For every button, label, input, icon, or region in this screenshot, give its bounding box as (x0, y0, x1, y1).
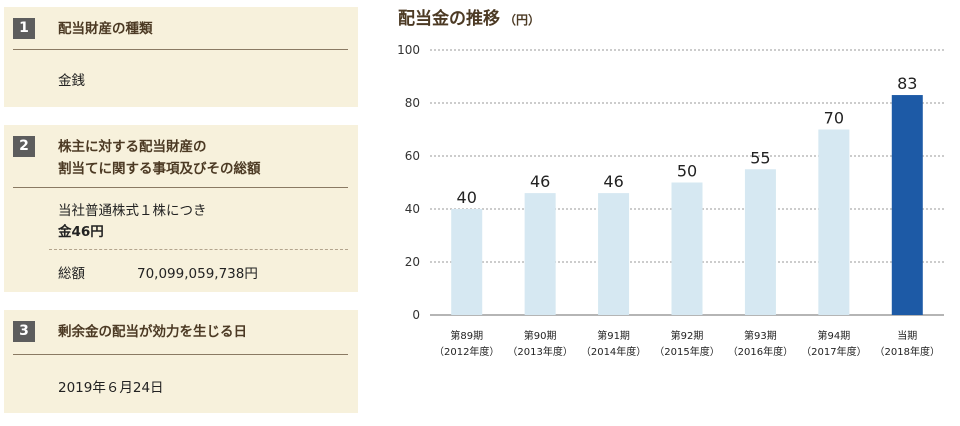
y-tick-label: 80 (405, 96, 420, 110)
section-heading-line: 株主に対する配当財産の (58, 139, 207, 155)
x-tick-sublabel: （2013年度） (507, 345, 572, 358)
bar-value-label: 83 (897, 74, 917, 93)
x-tick-label: 第89期 (450, 329, 483, 342)
section-heading: 株主に対する配当財産の 割当てに関する事項及びその総額 (58, 136, 261, 180)
section-heading-line: 割当てに関する事項及びその総額 (58, 161, 261, 177)
total-label: 総額 (58, 266, 85, 282)
x-tick-sublabel: （2012年度） (434, 345, 499, 358)
y-tick-label: 60 (405, 149, 420, 163)
section-number: 3 (13, 321, 35, 342)
chart-title: 配当金の推移 （円） (398, 4, 540, 29)
divider (13, 354, 348, 355)
total-value: 70,099,059,738円 (137, 266, 258, 282)
divider (13, 187, 348, 188)
x-tick-label: 第92期 (671, 329, 704, 342)
x-tick-label: 当期 (897, 329, 917, 342)
x-tick-label: 第93期 (744, 329, 777, 342)
bar (818, 129, 850, 315)
dividend-type-value: 金銭 (58, 73, 85, 89)
y-tick-label: 40 (405, 202, 420, 216)
x-tick-sublabel: （2016年度） (728, 345, 793, 358)
effective-date-panel: 3 剰余金の配当が効力を生じる日 2019年６月24日 (4, 310, 358, 413)
divider (13, 49, 348, 50)
chart-unit: （円） (504, 13, 541, 27)
chart-title-text: 配当金の推移 (398, 9, 500, 29)
effective-date-value: 2019年６月24日 (58, 380, 164, 396)
section-number: 2 (13, 136, 35, 157)
bar (744, 169, 776, 315)
bar-value-label: 50 (677, 162, 697, 181)
bar-value-label: 46 (530, 172, 550, 191)
dividend-allocation-panel: 2 株主に対する配当財産の 割当てに関する事項及びその総額 当社普通株式１株につ… (4, 125, 358, 292)
x-tick-sublabel: （2015年度） (654, 345, 719, 358)
y-tick-label: 0 (412, 308, 420, 322)
x-tick-label: 第91期 (597, 329, 630, 342)
x-tick-sublabel: （2018年度） (875, 345, 940, 358)
bar (598, 193, 630, 315)
dividend-type-panel: 1 配当財産の種類 金銭 (4, 7, 358, 107)
bar-value-label: 40 (457, 188, 477, 207)
per-share-value: 金46円 (58, 224, 104, 240)
x-tick-label: 第94期 (817, 329, 850, 342)
bar (891, 95, 923, 315)
x-tick-label: 第90期 (524, 329, 557, 342)
x-tick-sublabel: （2017年度） (801, 345, 866, 358)
y-tick-label: 20 (405, 255, 420, 269)
section-heading: 剰余金の配当が効力を生じる日 (58, 324, 247, 340)
per-share-label: 当社普通株式１株につき (58, 203, 207, 219)
bar (671, 182, 703, 315)
dashed-divider (49, 249, 348, 250)
section-heading: 配当財産の種類 (58, 21, 153, 37)
bar (451, 209, 483, 315)
bar-value-label: 55 (750, 148, 770, 167)
bar-value-label: 70 (824, 109, 844, 128)
x-tick-sublabel: （2014年度） (581, 345, 646, 358)
y-tick-label: 100 (397, 43, 420, 57)
bar (524, 193, 556, 315)
section-number: 1 (13, 18, 35, 39)
bar-value-label: 46 (603, 172, 623, 191)
